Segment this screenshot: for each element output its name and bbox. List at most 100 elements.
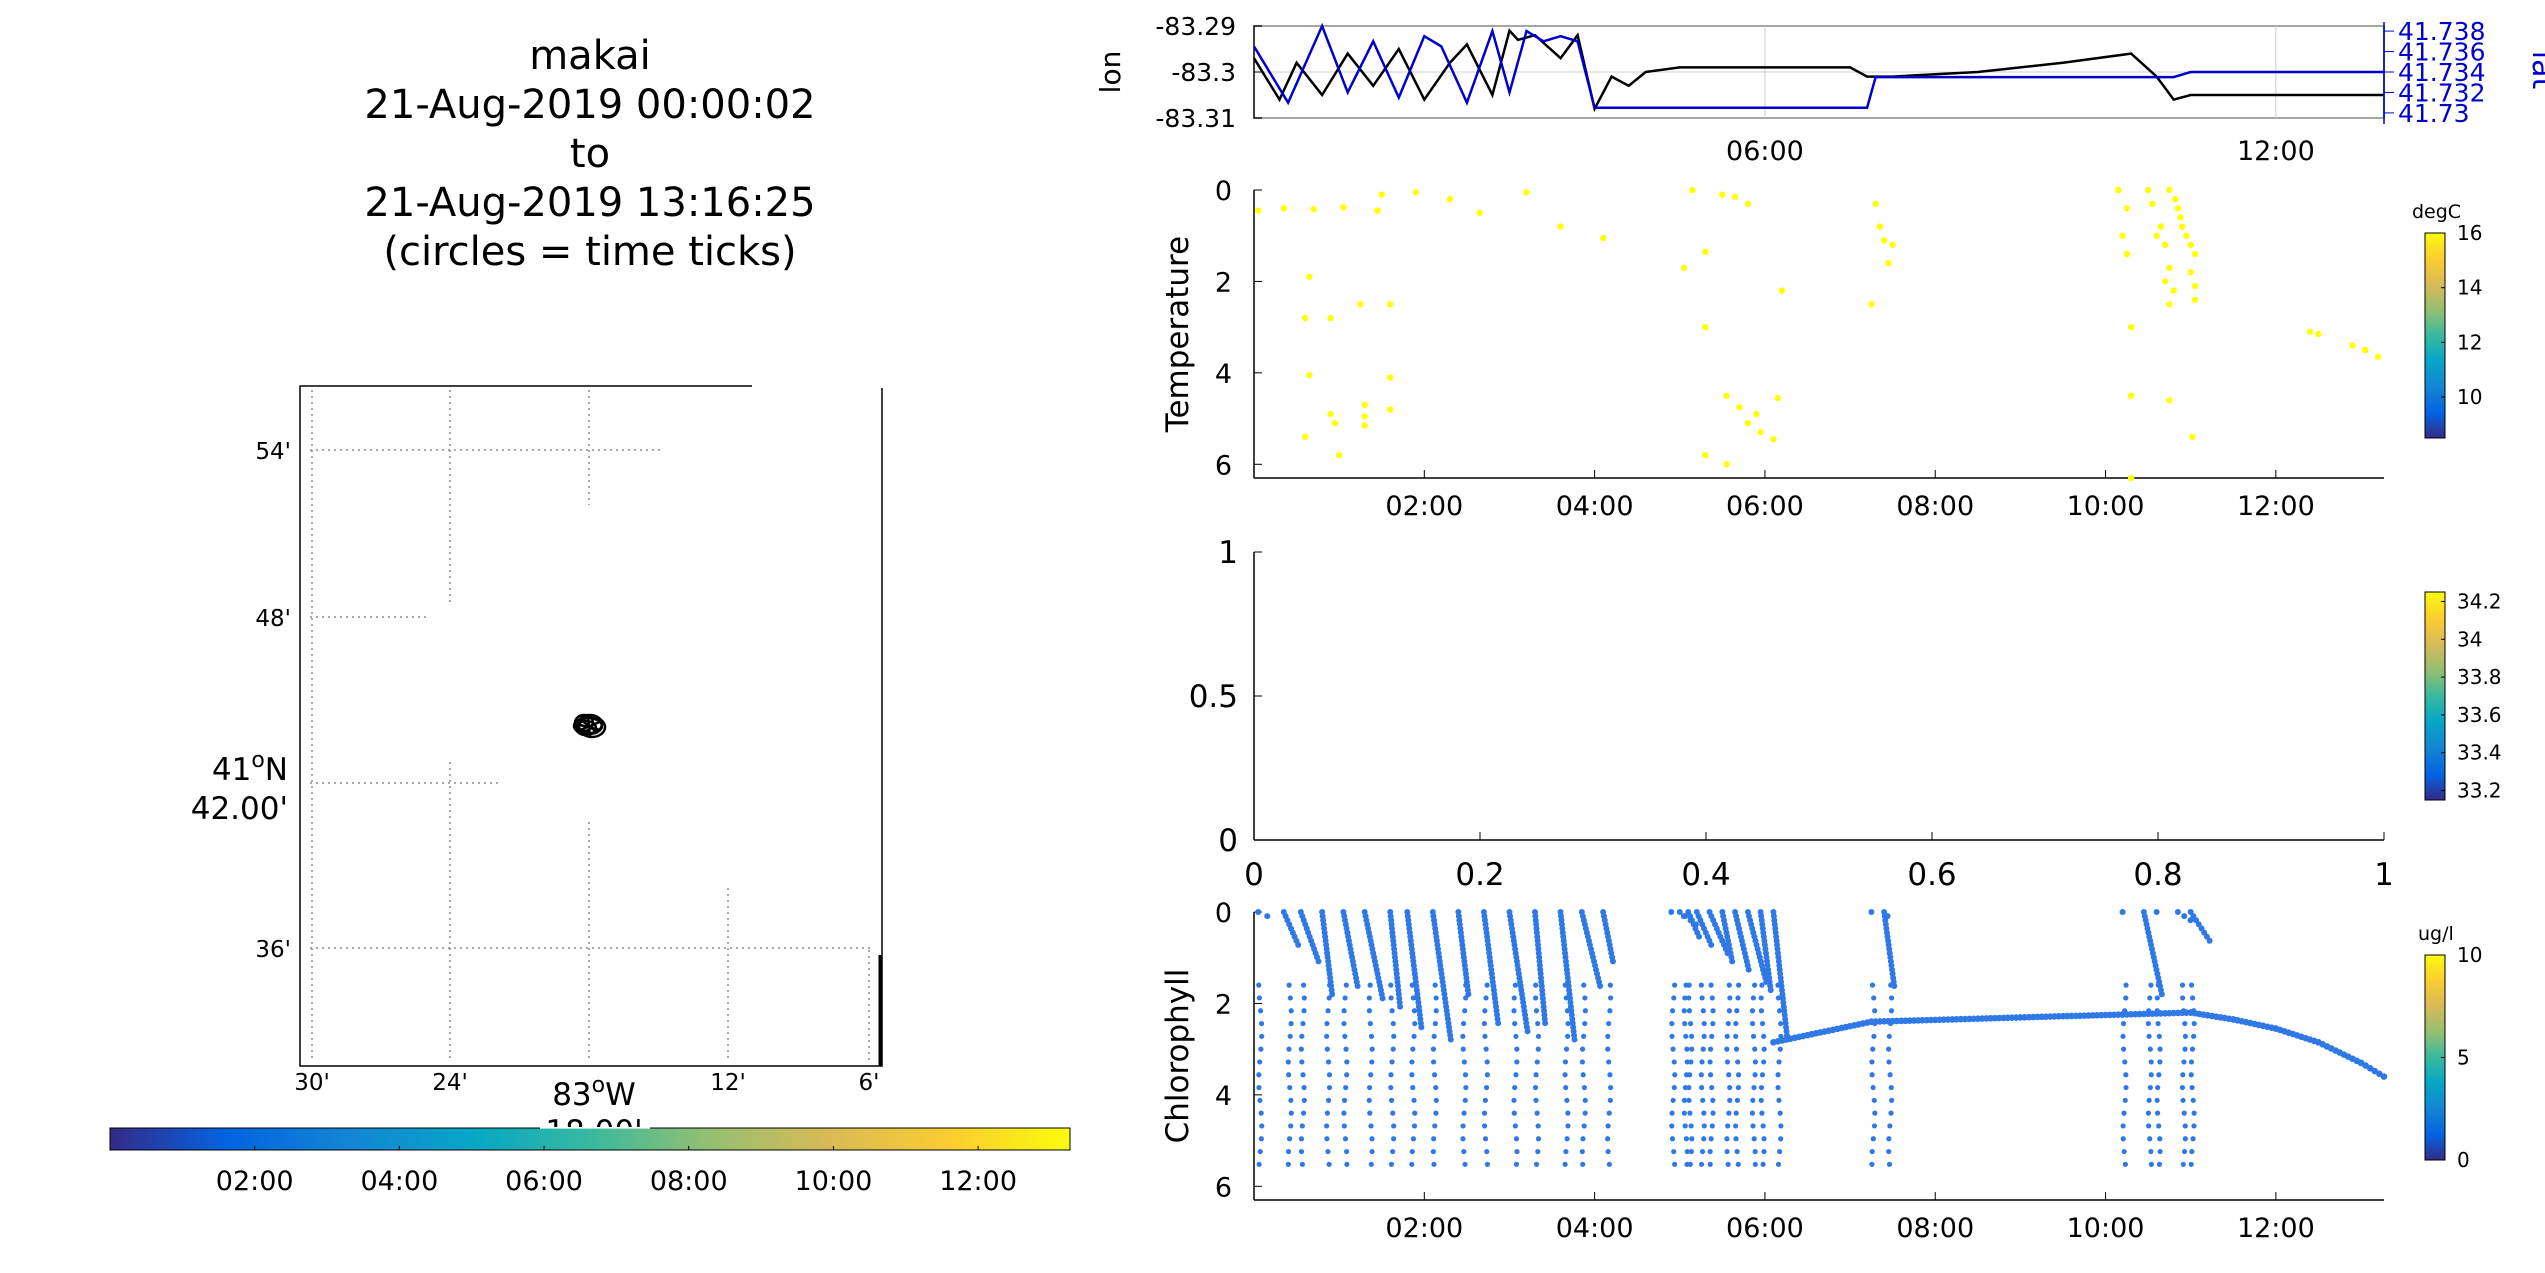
chlorophyll-point [1672, 982, 1678, 988]
chlorophyll-point [2123, 982, 2129, 988]
chlorophyll-point [1484, 1148, 1490, 1155]
chlorophyll-point [1286, 1136, 1293, 1142]
chlorophyll-point [1581, 982, 1587, 988]
chlorophyll-point [1681, 1097, 1688, 1103]
chlorophyll-point [1579, 1046, 1586, 1052]
chlorophyll-point [1341, 1110, 1347, 1116]
chlorophyll-point [1481, 1123, 1488, 1129]
chlorophyll-point [1460, 1033, 1466, 1039]
position-ticks: 06:00 12:00-83.29-83.3-83.3141.73841.7364… [1155, 12, 2485, 167]
chlorophyll-point [1686, 995, 1692, 1001]
chlorophyll-point [1688, 1033, 1695, 1039]
chlorophyll-point [1298, 1046, 1304, 1052]
position-x-tick-label: 12:00 [2237, 136, 2315, 167]
chlorophyll-point [1286, 982, 1292, 988]
chlorophyll-point [1707, 1059, 1713, 1065]
chlorophyll-point [2158, 991, 2165, 998]
chlorophyll-point [2147, 995, 2153, 1001]
temperature-point [2191, 250, 2199, 258]
temperature-point [1327, 410, 1334, 418]
chlorophyll-point [1688, 1059, 1694, 1065]
empty-colorbar-tick-label: 34.2 [2457, 589, 2502, 613]
chlorophyll-point [1462, 1072, 1469, 1078]
chlorophyll-point [1686, 1008, 1692, 1014]
chlorophyll-point [1433, 1084, 1439, 1091]
temperature-point [1374, 207, 1381, 214]
chlorophyll-point [1562, 982, 1568, 988]
chlorophyll-point [1257, 1059, 1263, 1065]
temperature-point [2119, 232, 2126, 239]
chlorophyll-point [1699, 1084, 1705, 1091]
empty-x-tick-label: 0.4 [1681, 857, 1730, 893]
chlorophyll-point [2121, 1110, 2127, 1116]
temperature-panel: 0 2 4 6 02:00 04:00 06:00 08:00 10:00 12:00 Tempe… [1160, 176, 2482, 522]
chlorophyll-point [2180, 995, 2186, 1001]
chlorophyll-point [1366, 995, 1372, 1001]
map-lat-main-label: 41oN 42.00' [191, 748, 288, 827]
temperature-point [1702, 323, 1709, 331]
chlorophyll-point [1760, 1161, 1766, 1167]
chlorophyll-point [1512, 1123, 1518, 1129]
chlorophyll-point [1535, 1033, 1542, 1039]
title-line-start: 21-Aug-2019 00:00:02 [364, 82, 816, 128]
chlorophyll-point [1869, 982, 1876, 988]
chlorophyll-point [1343, 1084, 1349, 1091]
chlorophyll-point [1462, 1097, 1468, 1103]
chlorophyll-point [1669, 1123, 1675, 1129]
chlorophyll-point [1683, 1136, 1690, 1142]
chlorophyll-point [1767, 987, 1774, 994]
chlorophyll-point [1759, 982, 1765, 988]
chlorophyll-point [2182, 1046, 2188, 1052]
chlorophyll-point [2157, 1046, 2163, 1052]
chlorophyll-panel: 0 2 4 6 02:00 04:00 06:00 08:00 10:00 12:00 Chlor… [1160, 898, 2482, 1244]
temperature-point [1744, 419, 1752, 427]
chlorophyll-point [1325, 1008, 1331, 1014]
chlorophyll-point [1369, 1136, 1375, 1142]
temperature-point [1301, 314, 1309, 322]
empty-colorbar-tick-label: 34 [2457, 627, 2482, 651]
chlorophyll-point [2146, 1097, 2152, 1103]
chlorophyll-point [1775, 1161, 1782, 1167]
chlorophyll-point [2120, 1033, 2126, 1039]
chlorophyll-point [2146, 1033, 2152, 1039]
chlorophyll-point [2119, 909, 2126, 915]
chlorophyll-point [1735, 1161, 1741, 1167]
temperature-y-tick-label: 0 [1215, 176, 1232, 207]
temperature-point [2123, 250, 2131, 258]
chlorophyll-point [1288, 1123, 1294, 1129]
chlorophyll-point [1410, 1136, 1417, 1142]
lat-tick-label: 41.732 [2398, 78, 2485, 107]
chlorophyll-point [1285, 1059, 1291, 1065]
chlorophyll-point [1605, 1148, 1611, 1155]
chlorophyll-point [1751, 1084, 1757, 1091]
chlorophyll-point [2174, 909, 2181, 915]
empty-colorbar [2424, 591, 2446, 801]
temperature-point [2349, 342, 2356, 349]
chlorophyll-point [1888, 995, 1895, 1001]
chlorophyll-point [1777, 1148, 1783, 1155]
temperature-point [1378, 191, 1385, 198]
chlorophyll-point [1869, 1148, 1875, 1155]
chlorophyll-point [1410, 1084, 1416, 1091]
chlorophyll-point [2145, 1110, 2151, 1116]
chlorophyll-point [2147, 1136, 2153, 1142]
chlorophyll-point [1750, 1097, 1756, 1103]
temperature-point [1335, 451, 1343, 459]
chlorophyll-point [1607, 1008, 1613, 1014]
chlorophyll-point [1580, 1033, 1587, 1039]
temperature-y-tick-label: 6 [1215, 450, 1232, 481]
chlorophyll-points [1255, 909, 2388, 1167]
figure-title: makai 21-Aug-2019 00:00:02 to 21-Aug-201… [190, 32, 990, 277]
chlorophyll-point [1341, 1097, 1348, 1103]
temperature-point [2172, 195, 2179, 203]
chlorophyll-point [1461, 1148, 1467, 1155]
chlorophyll-point [1889, 1097, 1895, 1103]
chlorophyll-point [1582, 1097, 1588, 1103]
chlorophyll-point [1701, 1020, 1707, 1027]
chlorophyll-point [1447, 1036, 1454, 1043]
time-colorbar-tick-label: 08:00 [650, 1166, 728, 1197]
temperature-point [1774, 394, 1781, 402]
chlorophyll-point [1565, 1110, 1571, 1116]
chlorophyll-point [2189, 1046, 2196, 1052]
chlorophyll-point [1482, 1008, 1488, 1014]
